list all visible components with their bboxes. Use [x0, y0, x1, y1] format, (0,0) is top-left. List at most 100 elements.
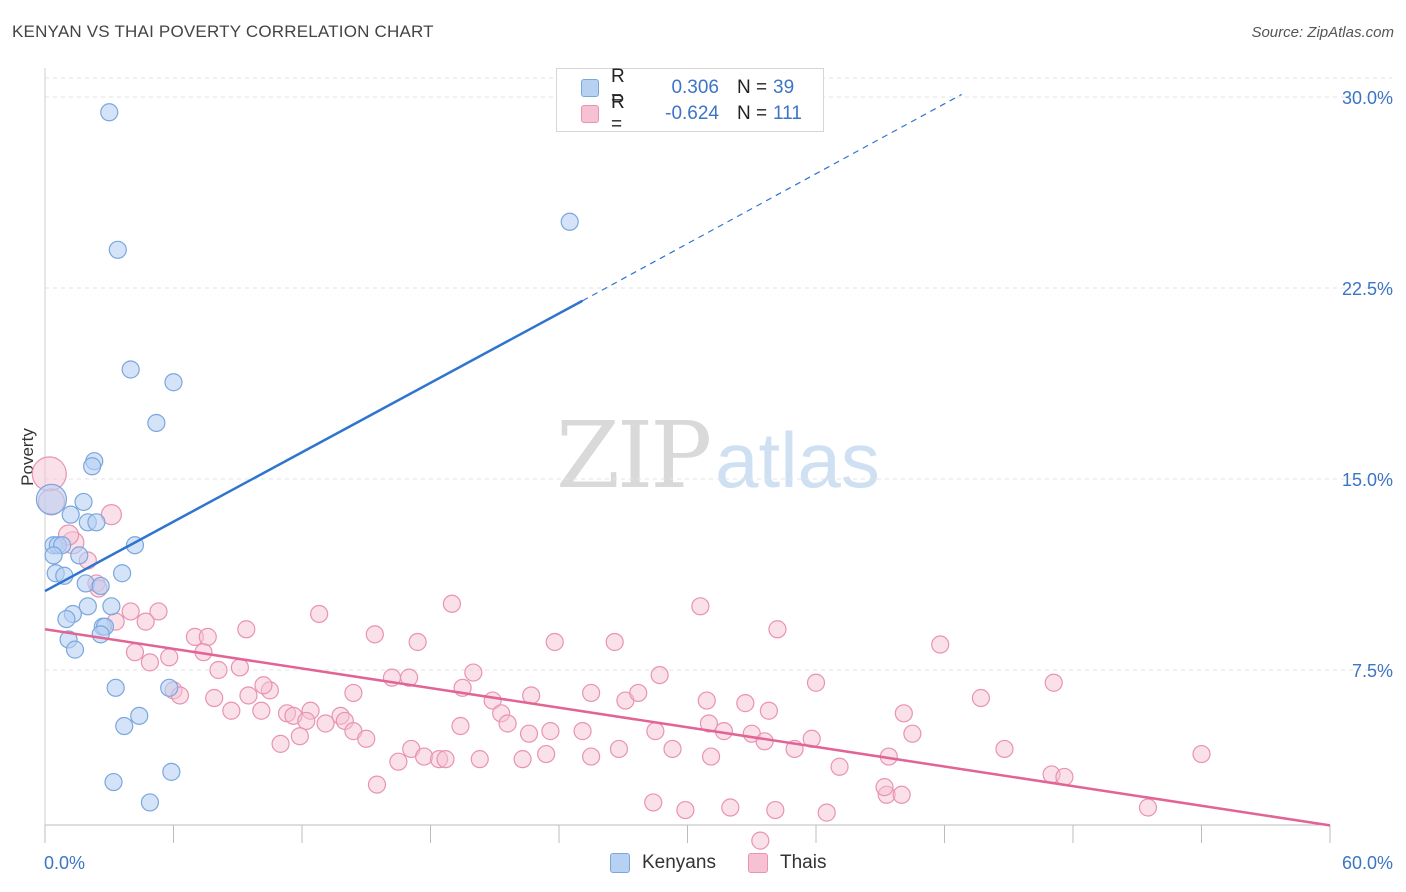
thais-point: [252, 701, 271, 720]
legend-item-label: Kenyans: [642, 852, 716, 873]
thais-point: [205, 688, 224, 708]
thais-point: [605, 632, 624, 652]
thais-point: [442, 594, 462, 613]
kenyans-point: [44, 546, 63, 565]
kenyans-swatch: [581, 79, 599, 97]
thais-point: [237, 620, 256, 639]
thais-point: [875, 778, 894, 797]
kenyans-point: [160, 678, 179, 697]
chart-title: KENYAN VS THAI POVERTY CORRELATION CHART: [12, 22, 434, 41]
thais-point: [451, 716, 470, 736]
x-tick-label: 60.0%: [1342, 853, 1393, 873]
thais-point: [691, 597, 710, 616]
thais-point: [894, 704, 913, 723]
thais-point: [537, 744, 556, 764]
y-tick-label: 30.0%: [1342, 88, 1393, 108]
thais-point: [582, 747, 601, 766]
thais-point: [755, 732, 774, 751]
thais-point: [399, 668, 419, 687]
legend-item-thais[interactable]: Thais: [748, 852, 826, 874]
thais-point: [519, 724, 539, 743]
thais-point: [389, 752, 408, 771]
thais-legend-swatch: [748, 853, 768, 873]
kenyans-point: [35, 483, 68, 515]
kenyans-point: [130, 706, 149, 725]
thais-point: [498, 714, 517, 733]
thais-point: [736, 694, 755, 713]
kenyans-point: [102, 597, 121, 616]
legend-n-label: N =: [737, 77, 768, 98]
thais-point: [209, 660, 228, 680]
thais-point: [310, 604, 329, 624]
thais-point: [830, 757, 849, 776]
thais-point: [766, 800, 785, 820]
kenyans-trend-extension: [582, 93, 962, 302]
legend-r-label: R =: [611, 66, 625, 109]
thais-point: [582, 683, 601, 703]
kenyans-point: [57, 609, 76, 629]
thais-point: [513, 750, 532, 769]
kenyans-point: [74, 492, 93, 512]
thais-point: [768, 620, 787, 639]
thais-point: [414, 747, 434, 766]
thais-point: [644, 793, 663, 812]
thais-point: [806, 673, 826, 692]
thais-point: [697, 691, 716, 710]
y-tick-label: 15.0%: [1342, 470, 1393, 490]
kenyans-point: [65, 640, 85, 659]
kenyans-point: [83, 457, 102, 476]
kenyans-point: [106, 678, 125, 697]
legend-item-label: Thais: [780, 852, 827, 873]
thais-point: [650, 665, 669, 685]
thais-point: [357, 729, 376, 748]
thais-point: [316, 714, 335, 733]
kenyans-point: [140, 793, 160, 812]
legend-row-thais: R = -0.624 N = 111: [581, 92, 802, 135]
kenyans-point: [91, 625, 110, 644]
thais-point: [464, 663, 483, 682]
thais-point: [198, 627, 217, 646]
thais-point: [971, 688, 991, 708]
thais-point: [271, 734, 290, 753]
thais-point: [230, 658, 249, 677]
kenyans-point: [560, 212, 579, 231]
thais-point: [629, 683, 648, 703]
thais-point: [344, 683, 363, 703]
thais-point: [254, 676, 273, 695]
thais-point: [436, 750, 455, 769]
legend-item-kenyans[interactable]: Kenyans: [610, 852, 716, 874]
thais-point: [149, 602, 168, 621]
kenyans-point: [87, 513, 106, 532]
thais-point: [365, 625, 384, 644]
thais-point: [545, 632, 564, 652]
thais-point: [995, 739, 1014, 759]
kenyans-point: [61, 505, 80, 524]
thais-point: [751, 831, 770, 850]
thais-point: [470, 750, 489, 769]
thais-point: [121, 602, 140, 621]
thais-point: [1138, 798, 1158, 817]
kenyans-point: [100, 103, 119, 122]
y-tick-label: 22.5%: [1342, 279, 1393, 299]
thais-point: [541, 722, 560, 741]
thais-point: [573, 722, 592, 741]
thais-point: [699, 714, 719, 733]
kenyans-point: [115, 716, 134, 736]
kenyans-point: [164, 373, 183, 392]
thais-point: [701, 747, 721, 766]
kenyans-trend-line: [44, 299, 584, 593]
kenyans-point: [104, 772, 123, 792]
thais-point: [125, 643, 145, 662]
thais-point: [100, 504, 122, 526]
thais-point: [408, 632, 427, 652]
thais-point: [676, 800, 695, 820]
thais-trend-line: [44, 628, 1331, 827]
thais-point: [239, 686, 258, 705]
source-label: Source: ZipAtlas.com: [1251, 24, 1394, 41]
legend-row-kenyans: R = 0.306 N = 39: [581, 66, 794, 109]
thais-point: [290, 727, 309, 746]
x-tick-label: 0.0%: [44, 853, 85, 873]
kenyans-legend-swatch: [610, 853, 630, 873]
kenyans-point: [91, 576, 110, 596]
thais-point: [136, 612, 155, 631]
